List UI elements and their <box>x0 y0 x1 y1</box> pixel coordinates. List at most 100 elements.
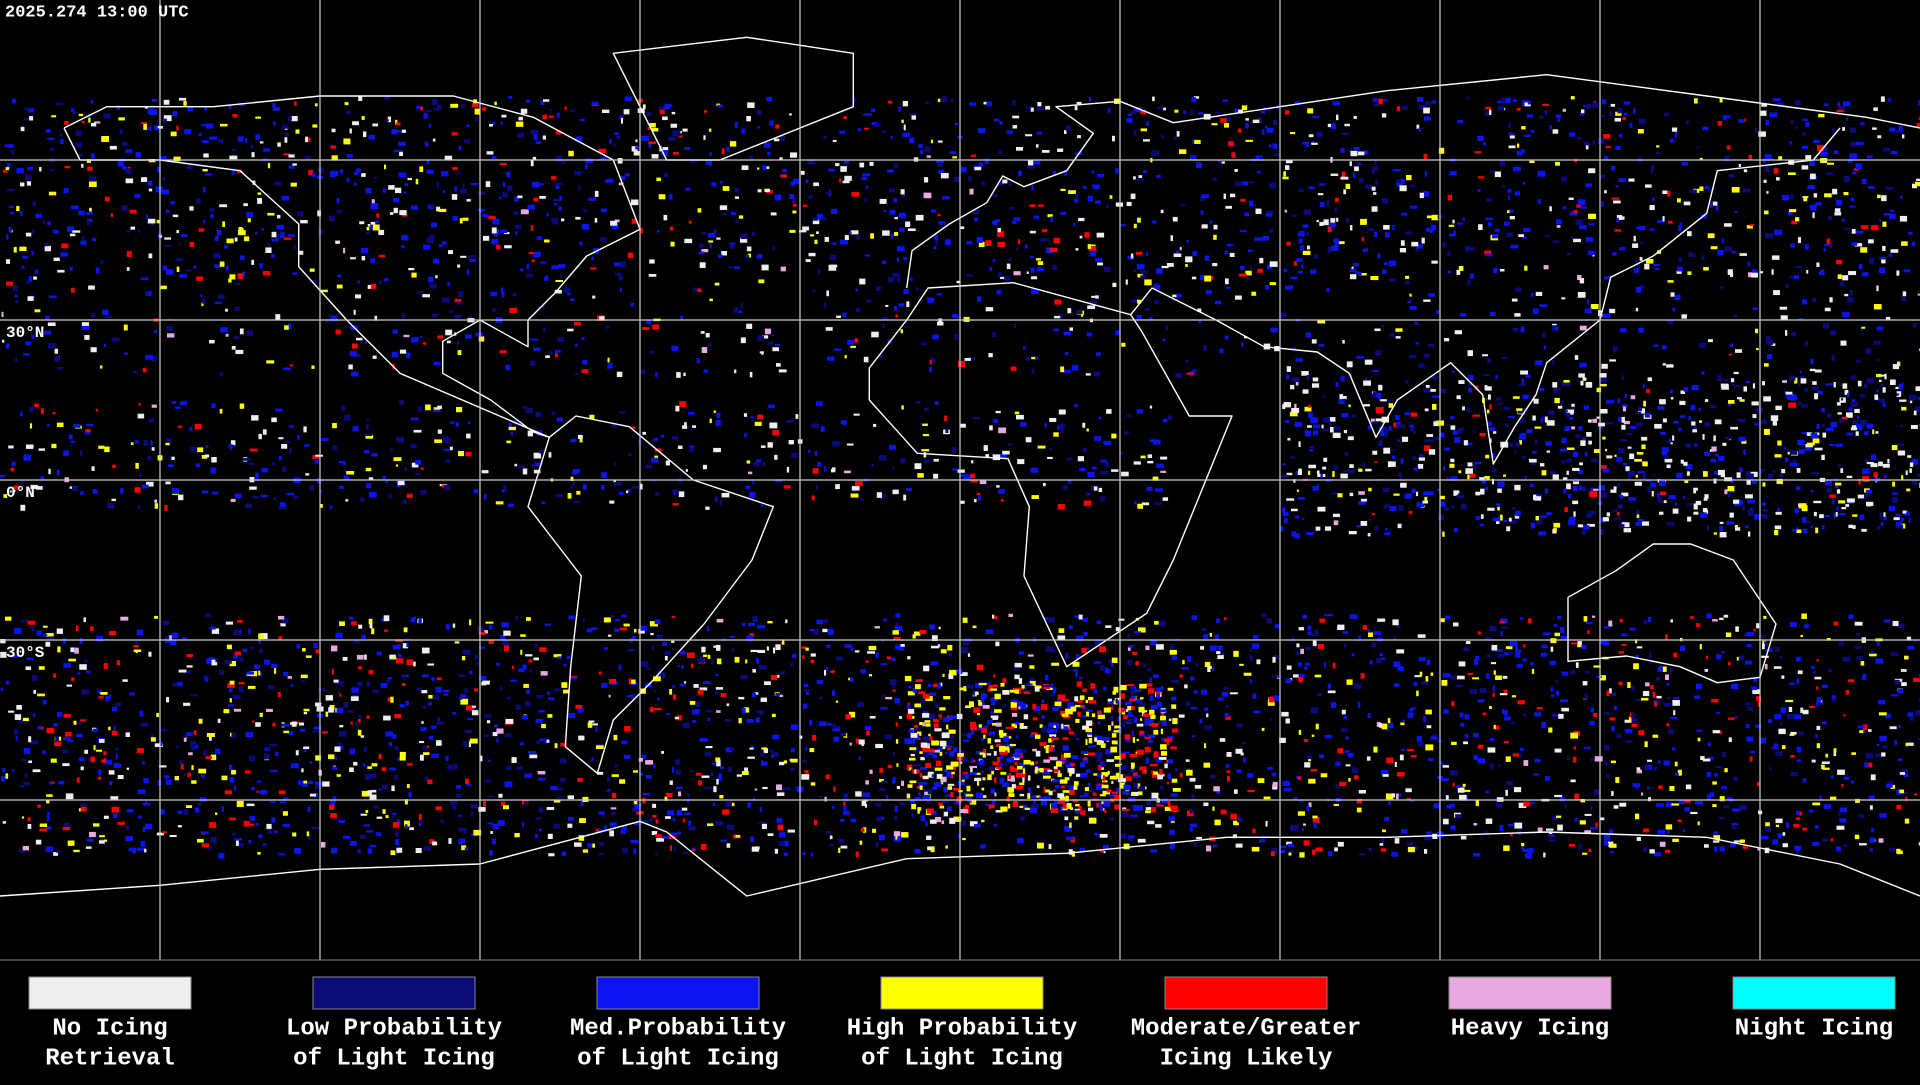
icing-pixel <box>1754 423 1759 425</box>
icing-pixel <box>15 358 19 361</box>
icing-pixel <box>19 247 26 251</box>
icing-pixel <box>1826 488 1831 492</box>
icing-pixel <box>749 492 755 498</box>
icing-pixel <box>1609 829 1613 834</box>
icing-pixel <box>1788 452 1790 455</box>
icing-pixel <box>104 816 109 819</box>
icing-pixel <box>875 744 883 748</box>
icing-pixel <box>1508 416 1515 418</box>
icing-pixel <box>1801 404 1808 407</box>
icing-pixel <box>32 675 38 681</box>
icing-pixel <box>821 426 825 432</box>
icing-pixel <box>654 708 662 710</box>
icing-pixel <box>1813 212 1815 218</box>
icing-pixel <box>1131 686 1137 689</box>
icing-pixel <box>1127 660 1132 666</box>
icing-pixel <box>1699 343 1706 348</box>
icing-pixel <box>1477 136 1484 141</box>
icing-pixel <box>1628 447 1632 449</box>
icing-pixel <box>1724 379 1730 381</box>
icing-pixel <box>716 821 724 826</box>
icing-pixel <box>1634 268 1639 273</box>
icing-pixel <box>813 182 819 186</box>
icing-pixel <box>758 625 766 629</box>
icing-pixel <box>331 848 337 854</box>
icing-pixel <box>318 168 324 173</box>
icing-pixel <box>560 758 567 763</box>
icing-pixel <box>1817 424 1820 429</box>
icing-pixel <box>1486 673 1490 679</box>
icing-pixel <box>1867 424 1873 429</box>
icing-pixel <box>1717 375 1721 378</box>
icing-pixel <box>145 355 153 360</box>
icing-pixel <box>641 369 646 374</box>
icing-pixel <box>1447 251 1450 256</box>
icing-pixel <box>5 145 10 147</box>
icing-pixel <box>1791 755 1795 758</box>
icing-pixel <box>1082 618 1088 622</box>
icing-pixel <box>8 446 13 449</box>
icing-pixel <box>1791 332 1796 336</box>
icing-pixel <box>1870 805 1873 809</box>
icing-pixel <box>1584 694 1587 700</box>
icing-pixel <box>531 130 539 135</box>
icing-pixel <box>717 105 723 108</box>
icing-pixel <box>23 718 29 721</box>
icing-pixel <box>227 645 232 650</box>
icing-pixel <box>450 421 454 424</box>
icing-pixel <box>1811 525 1813 528</box>
icing-pixel <box>1676 473 1682 478</box>
icing-pixel <box>1879 813 1886 818</box>
icing-pixel <box>1619 134 1623 138</box>
icing-pixel <box>445 330 452 336</box>
icing-pixel <box>1192 277 1196 280</box>
icing-pixel <box>1254 237 1262 240</box>
icing-pixel <box>1554 624 1558 627</box>
icing-pixel <box>57 423 64 427</box>
icing-pixel <box>937 214 940 216</box>
icing-pixel <box>332 767 337 770</box>
icing-pixel <box>178 811 183 815</box>
icing-pixel <box>664 215 668 220</box>
icing-pixel <box>199 133 202 136</box>
icing-pixel <box>311 366 314 369</box>
icing-pixel <box>861 498 864 501</box>
icing-pixel <box>528 751 536 754</box>
icing-pixel <box>259 263 263 268</box>
icing-pixel <box>371 203 379 209</box>
icing-pixel <box>402 235 408 240</box>
icing-pixel <box>1858 381 1862 387</box>
icing-pixel <box>790 194 795 199</box>
icing-pixel <box>998 242 1005 247</box>
icing-pixel <box>1030 256 1034 258</box>
icing-pixel <box>775 344 780 346</box>
icing-pixel <box>614 462 616 466</box>
icing-pixel <box>1358 272 1362 276</box>
icing-pixel <box>1134 501 1136 504</box>
icing-pixel <box>251 145 253 147</box>
icing-pixel <box>716 238 720 240</box>
icing-pixel <box>1152 221 1157 224</box>
icing-pixel <box>1682 162 1688 165</box>
icing-pixel <box>1812 298 1816 302</box>
icing-pixel <box>1038 204 1044 206</box>
icing-pixel <box>289 166 295 169</box>
icing-pixel <box>1106 204 1109 208</box>
icing-pixel <box>1378 397 1380 401</box>
icing-pixel <box>1893 467 1896 469</box>
icing-pixel <box>1830 330 1836 336</box>
icing-pixel <box>1262 728 1265 731</box>
icing-pixel <box>1131 110 1136 114</box>
icing-pixel <box>533 198 538 202</box>
icing-pixel <box>427 664 434 666</box>
icing-pixel <box>1569 132 1575 136</box>
icing-pixel <box>1765 166 1770 172</box>
icing-pixel <box>1636 655 1639 657</box>
icing-pixel <box>1856 163 1862 169</box>
icing-pixel <box>1841 398 1843 400</box>
icing-pixel <box>1160 709 1168 712</box>
icing-pixel <box>1524 135 1531 137</box>
icing-pixel <box>1632 724 1638 727</box>
icing-pixel <box>1444 338 1449 341</box>
icing-pixel <box>1405 788 1411 792</box>
